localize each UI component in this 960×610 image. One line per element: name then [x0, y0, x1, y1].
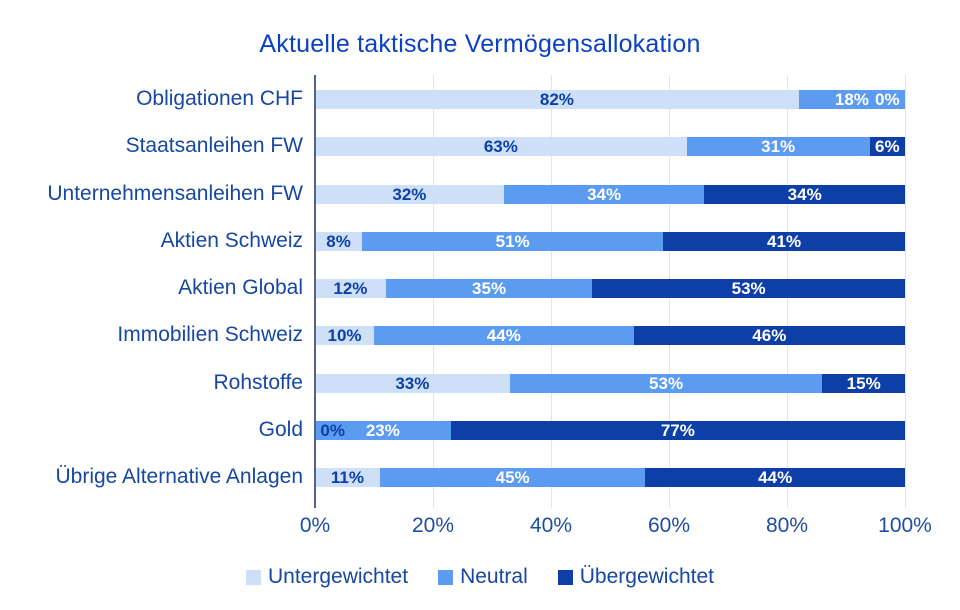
- value-label: 23%: [365, 420, 400, 440]
- category-label: Rohstoffe: [213, 370, 303, 394]
- value-label: 12%: [333, 279, 368, 298]
- category-label: Aktien Schweiz: [160, 228, 303, 252]
- value-label: 77%: [660, 420, 695, 440]
- x-tick-label: 40%: [529, 514, 573, 537]
- category-label: Immobilien Schweiz: [117, 323, 303, 347]
- bar-segment-untergewichtet: [315, 137, 687, 157]
- value-label: 41%: [767, 231, 802, 251]
- bar-segment-bergewichtet: [450, 420, 905, 440]
- x-tick-label: 100%: [878, 514, 932, 537]
- bar-segment-neutral: [509, 373, 823, 393]
- legend-label: Neutral: [460, 565, 528, 588]
- value-label: 0%: [320, 420, 345, 440]
- value-label: 63%: [483, 137, 518, 157]
- value-label: 34%: [787, 184, 822, 204]
- bar-segment-neutral: [362, 231, 664, 251]
- value-label: 44%: [758, 468, 793, 487]
- bar-segment-bergewichtet: [663, 231, 905, 251]
- bar-segment-bergewichtet: [645, 468, 905, 487]
- y-axis-line: [314, 75, 316, 508]
- value-label: 31%: [761, 137, 796, 157]
- value-label: 45%: [495, 468, 530, 487]
- legend-item-neutral: Neutral: [438, 565, 528, 589]
- value-label: 6%: [875, 137, 900, 157]
- value-label: 53%: [731, 279, 766, 298]
- chart-title: Aktuelle taktische Vermögensallokation: [259, 29, 701, 58]
- value-label: 32%: [392, 184, 427, 204]
- value-label: 8%: [326, 231, 351, 251]
- x-tick-label: 0%: [299, 514, 331, 537]
- bar-segment-bergewichtet: [822, 373, 905, 393]
- bar-segment-bergewichtet: [704, 184, 905, 204]
- value-label: 34%: [587, 184, 622, 204]
- value-label: 18%: [834, 90, 869, 109]
- category-label: Staatsanleihen FW: [125, 134, 303, 158]
- value-label: 46%: [752, 326, 787, 346]
- legend-label: Untergewichtet: [267, 565, 409, 588]
- legend-swatch-neutral-icon: [438, 569, 454, 585]
- bar-segment-neutral: [686, 137, 870, 157]
- value-label: 35%: [472, 279, 507, 298]
- value-label: 53%: [649, 373, 684, 393]
- bar-segment-untergewichtet: [315, 468, 380, 487]
- legend-swatch-uebergewichtet-icon: [557, 569, 573, 585]
- category-label: Übrige Alternative Anlagen: [55, 465, 304, 488]
- chart-legend: Untergewichtet Neutral Übergewichtet: [0, 565, 960, 589]
- value-label: 82%: [539, 90, 574, 109]
- category-label: Obligationen CHF: [136, 87, 303, 110]
- x-tick-label: 80%: [765, 514, 809, 537]
- bar-segment-bergewichtet: [869, 137, 905, 157]
- value-label: 10%: [327, 326, 362, 346]
- value-label: 15%: [846, 373, 881, 393]
- x-tick-label: 60%: [647, 514, 691, 537]
- value-label: 11%: [330, 468, 364, 487]
- legend-swatch-untergewichtet-icon: [245, 569, 261, 585]
- category-label: Gold: [258, 417, 303, 441]
- category-label: Aktien Global: [178, 276, 303, 299]
- category-label: Unternehmensanleihen FW: [47, 181, 303, 205]
- bar-segment-untergewichtet: [315, 279, 386, 298]
- value-label: 51%: [495, 231, 530, 251]
- x-tick-label: 20%: [411, 514, 455, 537]
- bar-segment-bergewichtet: [633, 326, 905, 346]
- bar-segment-untergewichtet: [315, 373, 510, 393]
- value-label: 33%: [395, 373, 430, 393]
- legend-item-uebergewichtet: Übergewichtet: [557, 565, 714, 589]
- bar-segment-neutral: [374, 326, 634, 346]
- bar-segment-neutral: [503, 184, 705, 204]
- bar-segment-bergewichtet: [592, 279, 905, 298]
- value-label: 44%: [486, 326, 521, 346]
- legend-label: Übergewichtet: [579, 565, 714, 588]
- bar-segment-neutral: [798, 90, 905, 109]
- bar-segment-untergewichtet: [315, 90, 799, 109]
- bar-segment-untergewichtet: [315, 326, 374, 346]
- bar-segment-untergewichtet: [315, 184, 504, 204]
- bar-segment-neutral: [385, 279, 593, 298]
- bar-segment-neutral: [379, 468, 646, 487]
- grid-line: [905, 75, 906, 508]
- bar-segment-neutral: [315, 420, 451, 440]
- legend-item-untergewichtet: Untergewichtet: [245, 565, 409, 589]
- bar-segment-untergewichtet: [315, 231, 363, 251]
- value-label: 0%: [875, 90, 900, 109]
